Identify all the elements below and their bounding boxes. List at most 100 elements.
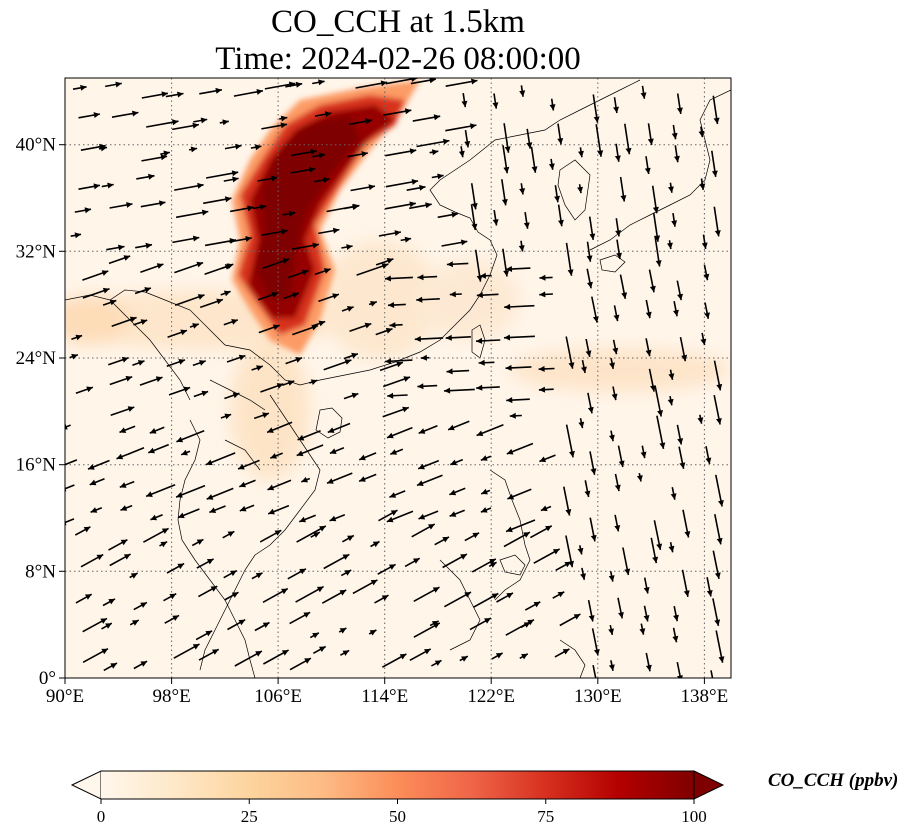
wind-vector-head (88, 464, 95, 470)
wind-vector-head (649, 285, 656, 293)
wind-vector-head (352, 204, 359, 210)
wind-vector-head (126, 202, 133, 208)
wind-vector-head (116, 453, 124, 460)
wind-vector-head (611, 393, 618, 401)
wind-vector-head (492, 219, 499, 226)
wind-vector-head (419, 184, 426, 191)
wind-vector-head (89, 479, 97, 486)
wind-vector-head (312, 242, 319, 249)
wind-vector-head (643, 615, 650, 622)
wind-vector-head (177, 563, 185, 570)
wind-vector-head (93, 112, 100, 118)
wind-vector-head (239, 481, 246, 488)
wind-vector-head (558, 219, 564, 227)
wind-vector-head (96, 554, 104, 561)
wind-vector-head (652, 556, 659, 564)
coastlines (65, 79, 731, 678)
wind-vector-head (215, 87, 222, 94)
wind-vector-head (424, 648, 431, 655)
wind-vector-head (590, 468, 597, 475)
wind-vector-head (239, 505, 247, 512)
wind-vector-head (256, 89, 263, 95)
wind-vector-head (519, 90, 526, 97)
wind-vector-head (621, 292, 628, 299)
wind-vector-head (364, 322, 372, 329)
wind-vector-head (386, 516, 394, 523)
wind-vector-head (196, 261, 204, 268)
wind-vector-head (109, 299, 117, 306)
chart-subtitle-time: Time: 2024-02-26 08:00:00 (215, 41, 581, 77)
wind-vector-head (178, 512, 185, 519)
y-tick-label: 40°N (16, 135, 57, 156)
wind-vector-head (235, 143, 242, 150)
wind-vector-head (437, 173, 444, 180)
wind-vector-head (674, 155, 680, 163)
wind-vector-head (434, 660, 442, 666)
wind-vector-head (140, 602, 147, 608)
wind-vector-head (655, 260, 662, 267)
wind-vector-head (245, 236, 252, 242)
wind-vector-head (178, 359, 185, 365)
wind-vector-head (327, 478, 334, 484)
wind-vector-head (509, 412, 516, 419)
wind-vector-head (679, 462, 686, 469)
wind-vector-head (504, 334, 511, 341)
wind-vector-head (292, 292, 299, 298)
wind-vector-head (402, 406, 409, 413)
wind-vector-head (80, 84, 87, 91)
wind-vector-head (458, 150, 465, 158)
wind-vector-head (620, 195, 627, 202)
wind-vector-head (123, 554, 131, 560)
wind-vector-head (590, 534, 597, 542)
wind-vector-head (667, 242, 673, 249)
wind-vector-head (442, 536, 449, 543)
wind-vector-head (115, 81, 122, 88)
wind-vector-head (414, 336, 421, 342)
wind-vector-head (231, 319, 238, 325)
wind-vector-head (192, 323, 199, 329)
wind-vector-head (303, 612, 311, 618)
wind-vector-head (295, 81, 303, 88)
wind-vector-head (281, 588, 288, 595)
wind-vector-head (177, 91, 184, 98)
wind-vector-head (101, 270, 109, 276)
wind-vector-head (449, 489, 457, 496)
wind-vector-head (385, 327, 393, 334)
wind-vector-head (460, 554, 467, 560)
x-tick-label: 130°E (574, 686, 622, 707)
wind-vector-head (372, 541, 380, 548)
x-tick-label: 114°E (361, 686, 408, 707)
wind-vector-head (503, 270, 510, 277)
wind-vector-head (668, 545, 675, 553)
wind-vector-head (714, 572, 721, 579)
wind-vector-head (476, 430, 484, 436)
wind-vector-head (342, 650, 350, 656)
wind-vector-head (618, 460, 625, 467)
wind-vector-head (301, 269, 309, 276)
colorbar-tick-label: 75 (537, 807, 554, 826)
wind-vector-head (701, 242, 708, 249)
wind-vector-head (432, 587, 440, 593)
y-tick-label: 8°N (25, 561, 56, 582)
wind-vector-head (102, 287, 110, 294)
wind-vector-head (342, 554, 350, 560)
wind-vector-head (327, 427, 335, 433)
wind-vector-head (506, 592, 513, 599)
wind-vector-head (347, 535, 354, 542)
wind-vector-head (192, 644, 200, 650)
wind-vector-head (145, 242, 152, 249)
wind-vector-head (255, 572, 263, 579)
wind-vector-head (504, 146, 511, 153)
wind-vector-head (549, 104, 556, 111)
wind-vector-head (470, 123, 477, 130)
wind-vector-head (608, 664, 615, 671)
wind-vector-head (625, 147, 632, 155)
wind-vector-head (201, 390, 209, 397)
wind-vector-head (172, 119, 179, 126)
wind-vector-head (232, 176, 239, 183)
wind-vector-head (476, 337, 483, 344)
wind-vector-head (127, 406, 135, 412)
wind-vector-head (577, 547, 584, 555)
wind-vector-head (212, 649, 219, 655)
